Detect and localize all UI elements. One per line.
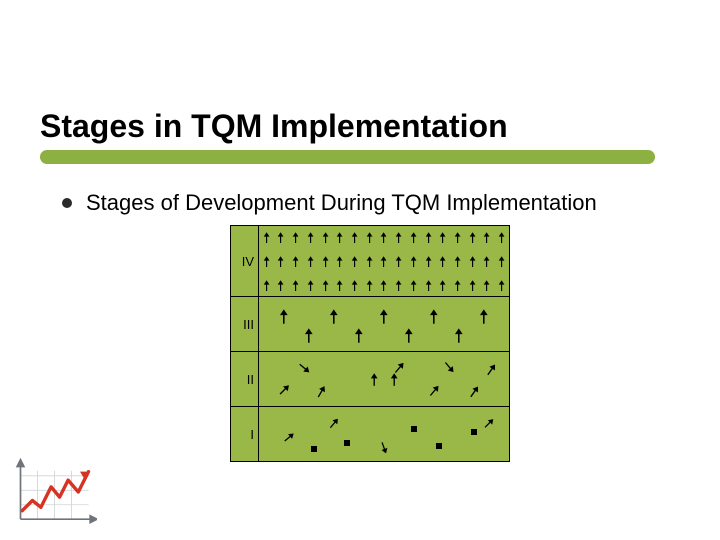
up-arrow-icon <box>307 232 314 244</box>
up-arrow-icon <box>263 232 270 244</box>
up-arrow-icon <box>498 280 505 292</box>
arrow-icon <box>484 362 499 378</box>
arrow-icon <box>467 384 482 400</box>
up-arrow-icon <box>277 232 284 244</box>
stage-cell <box>258 225 510 297</box>
arrow-icon <box>282 431 297 445</box>
up-arrow-icon <box>336 232 343 244</box>
up-arrow-icon <box>277 256 284 268</box>
up-arrow-icon <box>469 256 476 268</box>
up-arrow-icon <box>425 232 432 244</box>
up-arrow-icon <box>439 280 446 292</box>
arrow-icon <box>314 384 328 400</box>
up-arrow-icon <box>439 232 446 244</box>
up-arrow-icon <box>469 232 476 244</box>
stage-row-II: II <box>230 351 510 407</box>
up-arrow-icon <box>304 328 314 344</box>
up-arrow-icon <box>404 328 414 344</box>
up-arrow-icon <box>395 280 402 292</box>
stage-cell <box>258 296 510 352</box>
up-arrow-icon <box>483 280 490 292</box>
up-arrow-icon <box>322 256 329 268</box>
title-underline <box>40 150 655 164</box>
up-arrow-icon <box>366 280 373 292</box>
stage-cell <box>258 351 510 407</box>
up-arrow-icon <box>425 280 432 292</box>
up-arrow-icon <box>322 280 329 292</box>
up-arrow-icon <box>429 309 439 325</box>
up-arrow-icon <box>354 328 364 344</box>
up-arrow-icon <box>277 280 284 292</box>
arrow-icon <box>390 373 398 387</box>
dot-icon <box>410 420 418 438</box>
up-arrow-icon <box>322 232 329 244</box>
arrow-icon <box>482 416 497 431</box>
arrow-icon <box>276 382 292 398</box>
up-arrow-icon <box>395 256 402 268</box>
up-arrow-icon <box>469 280 476 292</box>
up-arrow-icon <box>454 256 461 268</box>
chart-svg <box>12 458 97 526</box>
up-arrow-icon <box>410 232 417 244</box>
arrow-icon <box>441 358 456 374</box>
up-arrow-icon <box>454 280 461 292</box>
chart-icon <box>12 458 97 528</box>
up-arrow-icon <box>454 232 461 244</box>
up-arrow-icon <box>425 256 432 268</box>
stage-row-IV: IV <box>230 225 510 297</box>
stage-cell <box>258 406 510 462</box>
up-arrow-icon <box>380 232 387 244</box>
arrow-icon <box>426 383 441 399</box>
arrow-icon <box>296 360 312 375</box>
up-arrow-icon <box>336 280 343 292</box>
up-arrow-icon <box>307 256 314 268</box>
up-arrow-icon <box>454 328 464 344</box>
stage-label: II <box>230 351 258 407</box>
arrow-icon <box>370 373 378 387</box>
arrow-icon <box>327 416 341 431</box>
bullet-text: Stages of Development During TQM Impleme… <box>86 190 597 216</box>
up-arrow-icon <box>380 256 387 268</box>
dot-icon <box>435 437 443 455</box>
up-arrow-icon <box>351 232 358 244</box>
up-arrow-icon <box>292 256 299 268</box>
up-arrow-icon <box>479 309 489 325</box>
up-arrow-icon <box>279 309 289 325</box>
up-arrow-icon <box>380 280 387 292</box>
bullet-dot <box>62 198 72 208</box>
up-arrow-icon <box>263 280 270 292</box>
stage-label: IV <box>230 225 258 297</box>
up-arrow-icon <box>498 256 505 268</box>
up-arrow-icon <box>329 309 339 325</box>
up-arrow-icon <box>366 256 373 268</box>
up-arrow-icon <box>410 256 417 268</box>
stage-row-I: I <box>230 406 510 462</box>
up-arrow-icon <box>336 256 343 268</box>
slide-title: Stages in TQM Implementation <box>40 108 508 145</box>
up-arrow-icon <box>263 256 270 268</box>
dot-icon <box>470 423 478 441</box>
stage-label: I <box>230 406 258 462</box>
stages-diagram: IV <box>230 225 510 462</box>
up-arrow-icon <box>379 309 389 325</box>
up-arrow-icon <box>292 232 299 244</box>
up-arrow-icon <box>498 232 505 244</box>
dot-icon <box>310 440 318 458</box>
stage-row-III: III <box>230 296 510 352</box>
up-arrow-icon <box>439 256 446 268</box>
up-arrow-icon <box>307 280 314 292</box>
up-arrow-icon <box>351 280 358 292</box>
dot-icon <box>343 434 351 452</box>
up-arrow-icon <box>351 256 358 268</box>
up-arrow-icon <box>292 280 299 292</box>
stage-label: III <box>230 296 258 352</box>
bullet-line: Stages of Development During TQM Impleme… <box>62 190 597 216</box>
up-arrow-icon <box>410 280 417 292</box>
up-arrow-icon <box>483 256 490 268</box>
up-arrow-icon <box>366 232 373 244</box>
up-arrow-icon <box>395 232 402 244</box>
up-arrow-icon <box>483 232 490 244</box>
arrow-icon <box>378 440 390 455</box>
